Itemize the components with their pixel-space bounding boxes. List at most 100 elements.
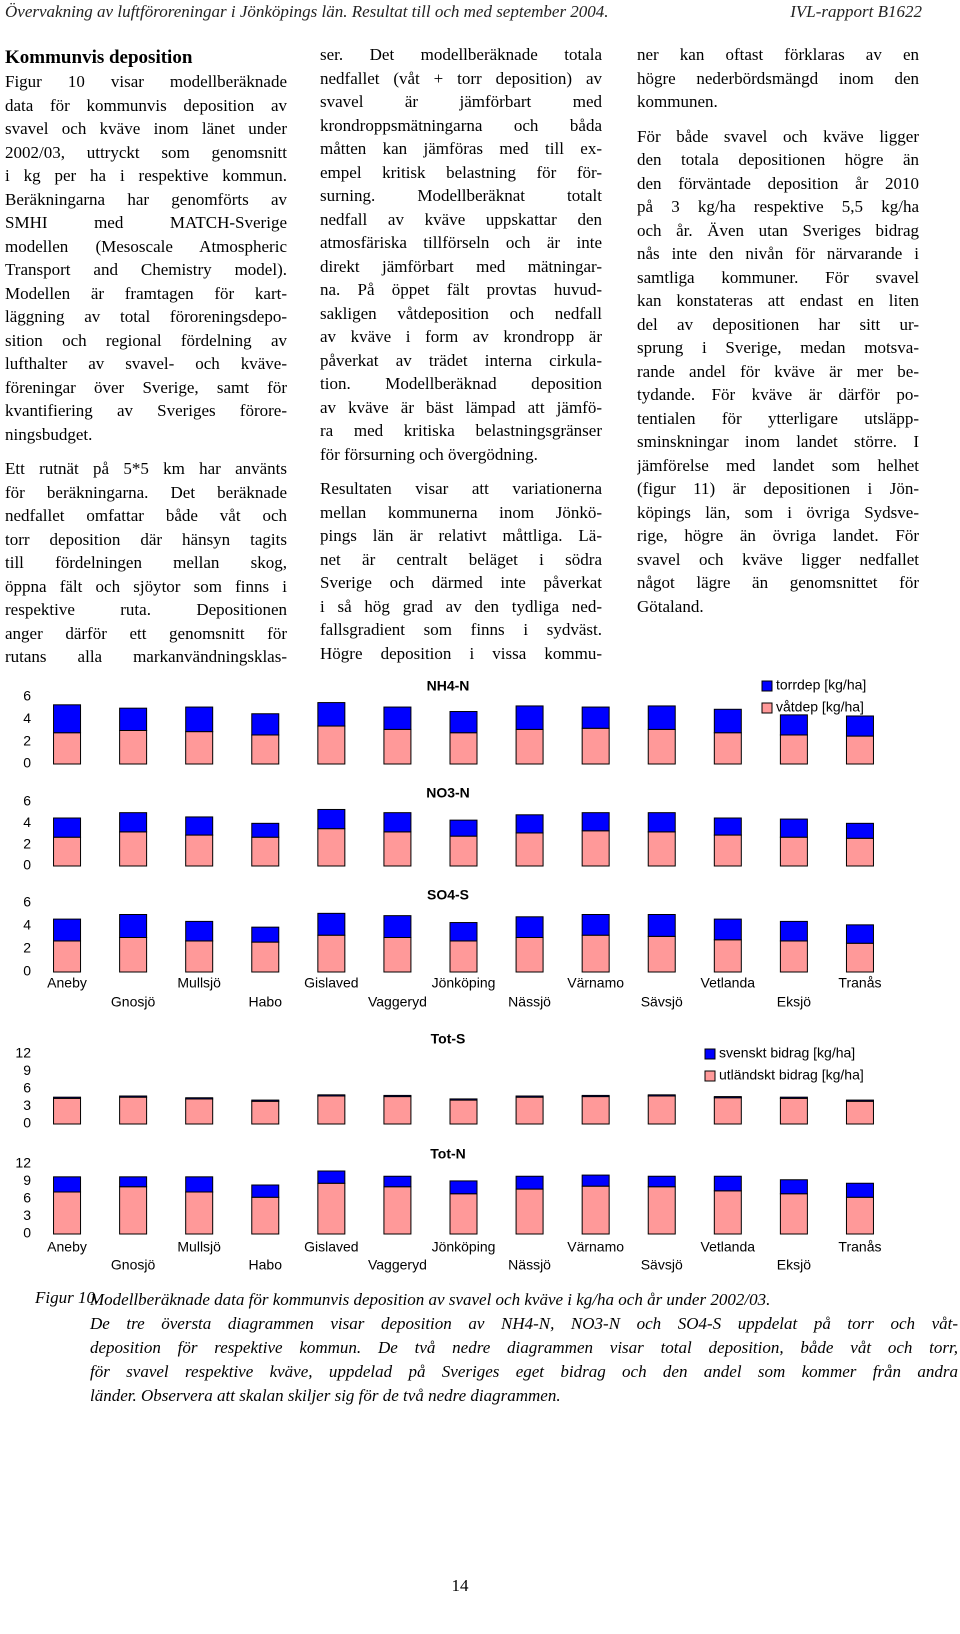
text-line: Ett rutnät på 5*5 km har använts [5, 459, 287, 478]
header-right: IVL-rapport B1622 [790, 2, 922, 21]
caption: Modellberäknade data för kommunvis depos… [90, 1288, 958, 1408]
text-line: surning. Modellberäknat totalt [320, 186, 602, 205]
bar-segment [581, 1174, 610, 1187]
y-tick-label: 4 [23, 710, 31, 726]
bar-segment [119, 914, 148, 938]
y-tick-label: 6 [23, 1190, 31, 1206]
bar-segment [713, 1190, 742, 1235]
text-line: nedfallet omfattar både våt och [5, 506, 287, 525]
bar-segment [713, 1096, 742, 1099]
bar-segment [713, 834, 742, 867]
bar-segment [185, 940, 214, 973]
paragraph: ser. Det modellberäknade totala nedfallet… [320, 43, 602, 466]
text-line: modellen (Mesoscale Atmospheric [5, 236, 287, 256]
y-tick-label: 6 [23, 688, 31, 704]
bar-segment [779, 920, 808, 942]
bar-segment [779, 940, 808, 973]
text-line: av kväve är bäst lämpad att jämfö- [320, 397, 602, 417]
text-line: del av depositionen har sitt ur- [637, 314, 919, 334]
bar-segment [515, 1095, 544, 1098]
x-tick-label: Aneby [47, 975, 87, 991]
bar-segment [449, 819, 478, 837]
text-line: svavel är jämförbart med [320, 92, 602, 111]
bar-segment [647, 728, 676, 765]
bar-segment [251, 1196, 280, 1235]
bar-segment [713, 1175, 742, 1192]
bar-segment [779, 734, 808, 765]
bar-segment [383, 1094, 412, 1098]
y-tick-label: 6 [23, 793, 31, 809]
x-tick-label: Nässjö [508, 994, 551, 1010]
bar-segment [317, 1170, 346, 1184]
bar-segment [515, 1175, 544, 1190]
bar-segment [251, 926, 280, 943]
text-line: Götaland. [637, 596, 704, 616]
y-tick-label: 12 [15, 1045, 31, 1061]
text-line: kan konstateras att endast en liten [637, 291, 919, 310]
bar-segment [53, 1097, 82, 1125]
bar-segment [581, 1185, 610, 1235]
legend-swatch [761, 702, 773, 714]
text-line: föreningar över Sverige, samt för [5, 377, 287, 397]
bar-segment [581, 812, 610, 832]
caption-label: Figur 10. [35, 1288, 100, 1307]
bar-segment [251, 1184, 280, 1198]
text-line: ningsbudget. [5, 424, 93, 444]
bar-segment [185, 920, 214, 942]
bar-segment [515, 916, 544, 938]
bar-segment [53, 704, 82, 734]
legend-label: torrdep [kg/ha] [776, 677, 866, 693]
text-line: Högre deposition i vissa kommu- [320, 643, 602, 663]
caption-line: Modellberäknade data för kommunvis depos… [90, 1290, 771, 1309]
x-tick-label: Gnosjö [111, 1257, 156, 1273]
text-line: krondroppsmätningarna och båda [320, 115, 602, 135]
caption-line: De tre översta diagrammen visar depositi… [90, 1314, 958, 1333]
text-line: torr deposition där hänsyn tagits [5, 529, 287, 549]
text-line: Resultaten visar att variationerna [320, 479, 602, 498]
text-line: sminskningar inom landet större. I [637, 432, 919, 451]
bar-segment [185, 1191, 214, 1235]
bar-segment [845, 822, 874, 839]
text-line: (figur 11) är depositionen i Jön- [637, 479, 919, 498]
x-tick-label: Jönköping [432, 975, 496, 991]
x-tick-label: Vaggeryd [368, 1257, 427, 1273]
bar-segment [119, 707, 148, 732]
y-tick-label: 6 [23, 894, 31, 910]
bar-segment [515, 937, 544, 973]
chart: Tot-N 0 36 912 Aneby Gnosjö Mullsjö Habo Gislave… [15, 1146, 881, 1273]
bar-segment [383, 728, 412, 765]
bar-segment [53, 1096, 82, 1099]
bar-segment [647, 1186, 676, 1235]
x-tick-label: Tranås [838, 1239, 881, 1255]
bar-segment [251, 1099, 280, 1102]
bar-segment [449, 711, 478, 734]
text-line: na. På öppet fält provtas huvud- [320, 280, 602, 299]
x-tick-label: Aneby [47, 1239, 87, 1255]
text-line: Transport and Chemistry model). [5, 260, 287, 279]
bar-segment [317, 934, 346, 973]
text-line: samtliga kommuner. För svavel [637, 267, 919, 287]
bar-segment [845, 715, 874, 737]
bar-segment [383, 1186, 412, 1235]
chart-title: Tot-S [431, 1031, 466, 1047]
caption-line: deposition för respektive kommun. De två… [90, 1338, 958, 1357]
bar-segment [449, 1193, 478, 1235]
chart: NO3-N 0 2 4 6 [23, 785, 874, 873]
bar-segment [119, 1095, 148, 1098]
text-line: respektive ruta. Depositionen [5, 600, 287, 619]
bar-segment [251, 713, 280, 736]
bar-segment [515, 832, 544, 867]
x-tick-label: Habo [249, 994, 283, 1010]
x-tick-label: Mullsjö [177, 975, 221, 991]
text-line: i kg per ha i respektive kommun. [5, 166, 287, 185]
bar-segment [383, 812, 412, 833]
bar-segment [713, 939, 742, 973]
bar-segment [779, 836, 808, 867]
legend-swatch [761, 680, 773, 692]
text-line: net är centralt beläget i södra [320, 549, 602, 569]
x-tick-label: Vaggeryd [368, 994, 427, 1010]
text-line: fallsgradient som finns i sydväst. [320, 620, 602, 639]
legend-label: våtdep [kg/ha] [776, 699, 864, 715]
x-tick-label: Sävsjö [641, 994, 683, 1010]
